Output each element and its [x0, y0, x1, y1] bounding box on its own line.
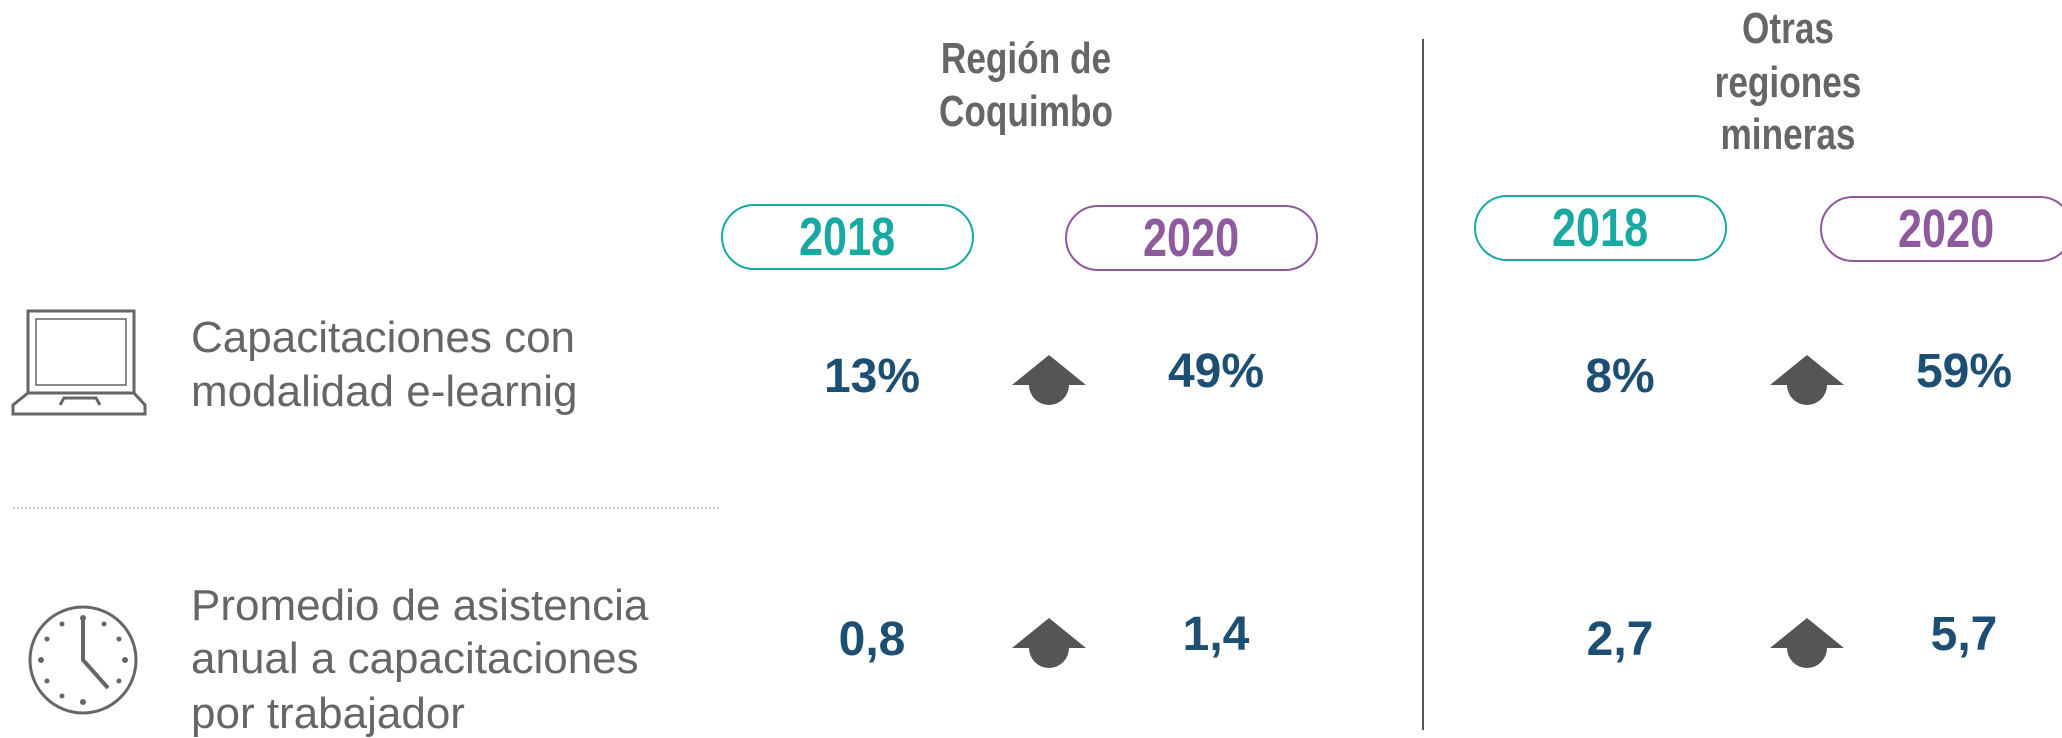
value: 5,7 — [1930, 608, 1998, 661]
year-label: 2020 — [1898, 199, 1995, 259]
value: 0,8 — [838, 613, 906, 666]
region-title: regiones — [1714, 58, 1862, 107]
year-pill: 2020 — [1820, 196, 2062, 262]
value: 59% — [1915, 345, 2013, 398]
clock-icon — [28, 605, 138, 715]
year-pill: 2020 — [1065, 205, 1318, 271]
increase-arrow — [1012, 355, 1086, 405]
value: 13% — [823, 350, 921, 403]
row-label: por trabajador — [191, 689, 465, 738]
row-label: anual a capacitaciones — [191, 634, 639, 683]
region-title: mineras — [1720, 110, 1856, 159]
value: 49% — [1167, 345, 1265, 398]
increase-arrow — [1012, 618, 1086, 668]
year-pill: 2018 — [721, 204, 974, 270]
row-label: modalidad e-learnig — [191, 367, 578, 416]
increase-arrow — [1770, 618, 1844, 668]
year-pill: 2018 — [1474, 195, 1727, 261]
increase-arrow — [1770, 355, 1844, 405]
value: 2,7 — [1586, 613, 1654, 666]
row-label: Capacitaciones con — [191, 313, 576, 362]
region-title: Región de — [940, 34, 1112, 83]
region-title: Coquimbo — [938, 87, 1114, 136]
row-label: Promedio de asistencia — [191, 581, 649, 630]
value: 1,4 — [1182, 608, 1250, 661]
year-label: 2018 — [799, 207, 896, 267]
year-label: 2020 — [1143, 208, 1240, 268]
region-title: Otras — [1742, 4, 1834, 53]
year-label: 2018 — [1552, 198, 1649, 258]
value: 8% — [1585, 350, 1655, 403]
laptop-icon — [11, 309, 147, 416]
